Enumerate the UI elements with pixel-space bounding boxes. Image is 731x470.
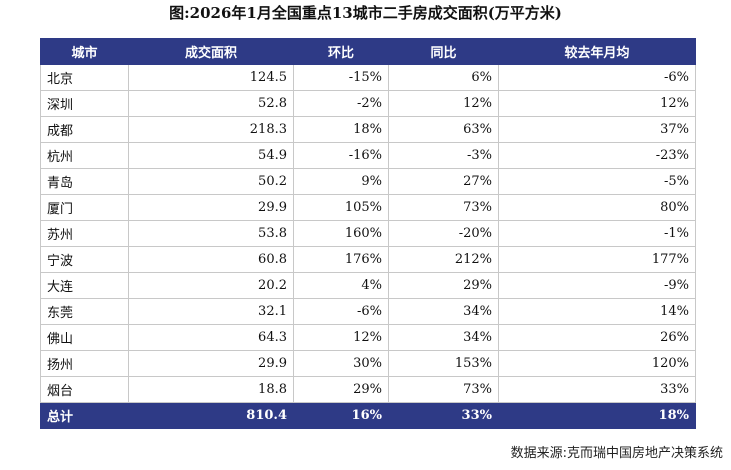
- table-body: 北京 124.5 -15% 6% -6% 深圳 52.8 -2% 12% 12% 成都 218.3 18…: [40, 64, 696, 429]
- table-cell: 64.3: [128, 324, 294, 351]
- table-cell: -6%: [293, 298, 389, 325]
- table-cell: 20.2: [128, 272, 294, 299]
- table-cell: 14%: [498, 298, 696, 325]
- table-cell: 73%: [388, 376, 499, 403]
- table-row: 北京 124.5 -15% 6% -6%: [40, 64, 696, 91]
- total-cell: 总计: [40, 402, 129, 429]
- table-cell: 29%: [293, 376, 389, 403]
- data-table: 城市 成交面积 环比 同比 较去年月均 北京 124.5 -15% 6% -6% 深圳 52.8 -2…: [40, 38, 696, 429]
- table-cell: 烟台: [40, 376, 129, 403]
- table-cell: 60.8: [128, 246, 294, 273]
- table-cell: 153%: [388, 350, 499, 377]
- table-cell: 佛山: [40, 324, 129, 351]
- table-cell: 厦门: [40, 194, 129, 221]
- table-row: 厦门 29.9 105% 73% 80%: [40, 194, 696, 221]
- header-cell: 环比: [293, 38, 389, 65]
- table-cell: 80%: [498, 194, 696, 221]
- table-cell: 26%: [498, 324, 696, 351]
- table-cell: -5%: [498, 168, 696, 195]
- table-cell: 52.8: [128, 90, 294, 117]
- table-cell: -2%: [293, 90, 389, 117]
- table-row: 苏州 53.8 160% -20% -1%: [40, 220, 696, 247]
- table-cell: 105%: [293, 194, 389, 221]
- table-cell: 54.9: [128, 142, 294, 169]
- table-row: 宁波 60.8 176% 212% 177%: [40, 246, 696, 273]
- table-cell: 深圳: [40, 90, 129, 117]
- table-cell: 212%: [388, 246, 499, 273]
- table-cell: 12%: [293, 324, 389, 351]
- table-cell: 120%: [498, 350, 696, 377]
- table-cell: -9%: [498, 272, 696, 299]
- table-cell: 32.1: [128, 298, 294, 325]
- title: 图:2026年1月全国重点13城市二手房成交面积(万平方米): [169, 4, 562, 22]
- table-cell: 成都: [40, 116, 129, 143]
- header-cell: 城市: [40, 38, 129, 65]
- table-cell: -1%: [498, 220, 696, 247]
- table-cell: 宁波: [40, 246, 129, 273]
- table-cell: 18%: [293, 116, 389, 143]
- table-cell: 杭州: [40, 142, 129, 169]
- header-row: 城市 成交面积 环比 同比 较去年月均: [40, 38, 696, 65]
- table-cell: -23%: [498, 142, 696, 169]
- total-cell: 810.4: [128, 402, 294, 429]
- table-cell: -6%: [498, 64, 696, 91]
- table-row: 扬州 29.9 30% 153% 120%: [40, 350, 696, 377]
- header-cell: 成交面积: [128, 38, 294, 65]
- table-cell: 12%: [388, 90, 499, 117]
- table-cell: -20%: [388, 220, 499, 247]
- table-cell: 扬州: [40, 350, 129, 377]
- table-cell: 30%: [293, 350, 389, 377]
- header-cell: 同比: [388, 38, 499, 65]
- table-row: 佛山 64.3 12% 34% 26%: [40, 324, 696, 351]
- table-cell: 18.8: [128, 376, 294, 403]
- table-cell: 12%: [498, 90, 696, 117]
- total-cell: 16%: [293, 402, 389, 429]
- total-cell: 33%: [388, 402, 499, 429]
- table-cell: 青岛: [40, 168, 129, 195]
- total-row: 总计 810.4 16% 33% 18%: [40, 402, 696, 429]
- table-cell: 160%: [293, 220, 389, 247]
- table-cell: 大连: [40, 272, 129, 299]
- table-cell: -3%: [388, 142, 499, 169]
- table-cell: 50.2: [128, 168, 294, 195]
- table-row: 烟台 18.8 29% 73% 33%: [40, 376, 696, 403]
- table-cell: 6%: [388, 64, 499, 91]
- table-cell: -16%: [293, 142, 389, 169]
- source-note: 数据来源:克而瑞中国房地产决策系统: [510, 446, 723, 461]
- table-cell: 29%: [388, 272, 499, 299]
- table-row: 杭州 54.9 -16% -3% -23%: [40, 142, 696, 169]
- total-cell: 18%: [498, 402, 696, 429]
- table-row: 成都 218.3 18% 63% 37%: [40, 116, 696, 143]
- table-cell: 29.9: [128, 350, 294, 377]
- table-cell: 33%: [498, 376, 696, 403]
- table-cell: 29.9: [128, 194, 294, 221]
- table-row: 东莞 32.1 -6% 34% 14%: [40, 298, 696, 325]
- table-cell: 34%: [388, 324, 499, 351]
- header-cell: 较去年月均: [498, 38, 696, 65]
- table-cell: 4%: [293, 272, 389, 299]
- table-cell: 37%: [498, 116, 696, 143]
- table-row: 深圳 52.8 -2% 12% 12%: [40, 90, 696, 117]
- table-cell: 27%: [388, 168, 499, 195]
- table-cell: 东莞: [40, 298, 129, 325]
- table-row: 青岛 50.2 9% 27% -5%: [40, 168, 696, 195]
- table-cell: 53.8: [128, 220, 294, 247]
- table-cell: 苏州: [40, 220, 129, 247]
- table-cell: 124.5: [128, 64, 294, 91]
- table-cell: 177%: [498, 246, 696, 273]
- table-cell: -15%: [293, 64, 389, 91]
- table-cell: 9%: [293, 168, 389, 195]
- table-row: 大连 20.2 4% 29% -9%: [40, 272, 696, 299]
- table-cell: 北京: [40, 64, 129, 91]
- table-cell: 73%: [388, 194, 499, 221]
- table-cell: 218.3: [128, 116, 294, 143]
- table-cell: 34%: [388, 298, 499, 325]
- table-cell: 176%: [293, 246, 389, 273]
- table-cell: 63%: [388, 116, 499, 143]
